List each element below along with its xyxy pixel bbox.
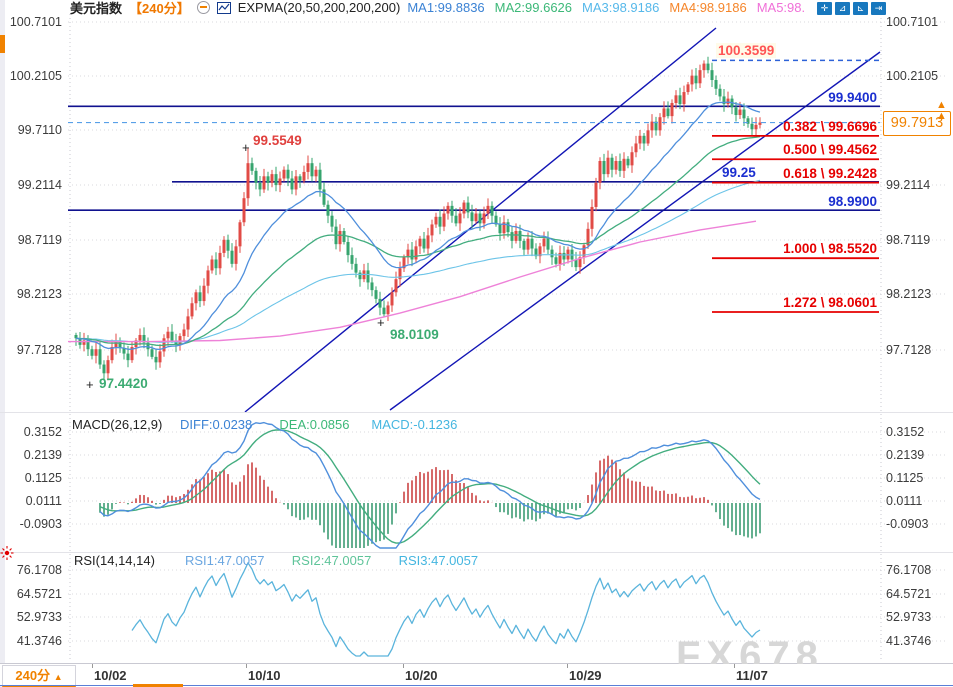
main-y-axis-label-left: 99.2114 <box>17 178 62 192</box>
date-axis-label: 10/10 <box>248 668 281 683</box>
bottom-scrollbar-thumb[interactable] <box>133 684 183 687</box>
bottom-scrollbar[interactable] <box>0 685 953 686</box>
macd-y-axis-label-left: 0.3152 <box>23 425 62 439</box>
fib-level-label: 1.000 \ 98.5520 <box>783 241 877 257</box>
price-annotation: 97.4420 <box>99 376 148 391</box>
price-up-arrow-icon: ▲ ▲ <box>936 99 947 122</box>
macd-y-axis-label-left: 0.2139 <box>23 448 62 462</box>
ma-values: MA1:99.8836 MA2:99.6626 MA3:98.9186 MA4:98.… <box>407 0 815 15</box>
left-scrollbar-thumb[interactable] <box>0 35 5 53</box>
extreme-cross-marker: + <box>86 377 94 392</box>
price-annotation: 98.0109 <box>390 327 439 342</box>
main-y-axis-label-right: 98.2123 <box>886 287 932 301</box>
fib-level-label: 1.272 \ 98.0601 <box>783 294 877 310</box>
indicator-value-label: RSI3:47.0057 <box>398 553 479 568</box>
period-label: 【240分】 <box>129 1 190 16</box>
chart-toolbar: ✛ ⊿ ⊾ ⇥ <box>817 2 886 15</box>
support-resistance-label: 99.25 <box>722 164 756 180</box>
left-scrollbar[interactable] <box>0 0 5 687</box>
axis-scale-icon[interactable]: ⊾ <box>853 2 868 15</box>
chart-header: 美元指数 【240分】 EXPMA(20,50,200,200,200) MA1… <box>70 0 815 16</box>
rsi-y-axis-label-left: 52.9733 <box>16 610 62 624</box>
main-y-axis-label-left: 99.7110 <box>17 123 62 137</box>
rsi-y-axis-label-left: 41.3746 <box>16 634 62 648</box>
collapse-icon[interactable] <box>196 1 210 14</box>
ma-value-label: MA3:98.9186 <box>582 0 660 15</box>
date-axis: 10/02 10/10 10/20 10/29 11/07 <box>0 664 953 686</box>
main-y-axis-label-left: 97.7128 <box>16 343 62 357</box>
date-axis-tick <box>734 664 735 668</box>
move-crosshair-icon[interactable]: ✛ <box>817 2 832 15</box>
indicator-title: EXPMA(20,50,200,200,200) <box>237 0 401 15</box>
main-y-axis-label-right: 98.7119 <box>886 233 931 247</box>
date-axis-label: 10/02 <box>94 668 127 683</box>
indicator-value-label: MACD:-0.1236 <box>371 417 458 432</box>
ma-value-label: MA4:98.9186 <box>669 0 747 15</box>
indicator-value-label: DEA:0.0856 <box>279 417 350 432</box>
extreme-cross-marker: + <box>377 315 385 330</box>
main-y-axis-label-right: 100.2105 <box>886 69 939 83</box>
main-y-axis-label-left: 98.7119 <box>17 233 62 247</box>
main-y-axis-label-right: 100.7101 <box>886 15 939 29</box>
rsi-y-axis-label-left: 64.5721 <box>16 587 62 601</box>
rsi-y-axis-label-right: 41.3746 <box>886 634 932 648</box>
rsi-title: RSI(14,14,14) <box>74 553 155 568</box>
macd-y-axis-label-right: 0.3152 <box>886 425 925 439</box>
panel-separator <box>0 412 953 413</box>
period-button-arrow-icon: ▲ <box>53 672 63 682</box>
macd-y-axis-label-left: 0.0111 <box>25 494 62 508</box>
ma-value-label: MA5:98. <box>756 0 806 15</box>
macd-y-axis-label-left: 0.1125 <box>24 471 62 485</box>
date-axis-label: 10/20 <box>405 668 438 683</box>
symbol-title: 美元指数 <box>70 1 123 16</box>
date-axis-label: 11/07 <box>736 668 768 683</box>
period-button-label: 240分 <box>15 668 51 683</box>
fib-level-label: 0.500 \ 99.4562 <box>783 142 877 158</box>
current-price-tag: 99.7913 <box>883 111 951 136</box>
date-axis-label: 10/29 <box>569 668 602 683</box>
rsi-y-axis-label-right: 76.1708 <box>886 563 932 577</box>
indicator-chart-icon <box>216 1 231 14</box>
panel-separator <box>0 663 953 664</box>
breakout-level-label: 100.3599 <box>716 43 777 59</box>
macd-y-axis-label-right: 0.1125 <box>886 471 924 485</box>
period-button[interactable]: 240分 ▲ <box>2 665 76 687</box>
support-resistance-label: 99.9400 <box>828 90 877 106</box>
main-y-axis-label-left: 100.7101 <box>9 15 62 29</box>
fib-level-label: 0.382 \ 99.6696 <box>783 118 877 134</box>
fib-level-label: 0.618 \ 99.2428 <box>783 165 877 181</box>
axis-zoom-icon[interactable]: ⊿ <box>835 2 850 15</box>
indicator-settings-icon[interactable] <box>0 545 15 560</box>
indicator-value-label: RSI2:47.0057 <box>291 553 372 568</box>
support-resistance-label: 98.9900 <box>828 194 877 210</box>
ma-value-label: MA2:99.6626 <box>494 0 573 15</box>
main-y-axis-label-left: 100.2105 <box>9 69 62 83</box>
date-axis-tick <box>567 664 568 668</box>
rsi-y-axis-label-left: 76.1708 <box>16 563 62 577</box>
panel-separator <box>0 552 953 553</box>
main-y-axis-label-left: 98.2123 <box>16 287 62 301</box>
extreme-cross-marker: + <box>242 140 250 155</box>
macd-y-axis-label-right: 0.2139 <box>886 448 925 462</box>
macd-y-axis-label-right: 0.0111 <box>886 494 923 508</box>
date-axis-tick <box>403 664 404 668</box>
ma-value-label: MA1:99.8836 <box>407 0 485 15</box>
date-axis-tick <box>246 664 247 668</box>
macd-y-axis-label-left: -0.0903 <box>19 517 62 531</box>
macd-y-axis-label-right: -0.0903 <box>886 517 929 531</box>
indicator-value-label: RSI1:47.0057 <box>185 553 265 568</box>
indicator-value-label: DIFF:0.0238 <box>180 417 253 432</box>
date-axis-tick <box>92 664 93 668</box>
price-annotation: 99.5549 <box>253 133 302 148</box>
pan-right-icon[interactable]: ⇥ <box>871 2 886 15</box>
rsi-y-axis-label-right: 52.9733 <box>886 610 932 624</box>
main-y-axis-label-right: 97.7128 <box>886 343 932 357</box>
macd-title: MACD(26,12,9) <box>72 417 163 432</box>
rsi-y-axis-label-right: 64.5721 <box>886 587 932 601</box>
main-y-axis-label-right: 99.2114 <box>886 178 931 192</box>
